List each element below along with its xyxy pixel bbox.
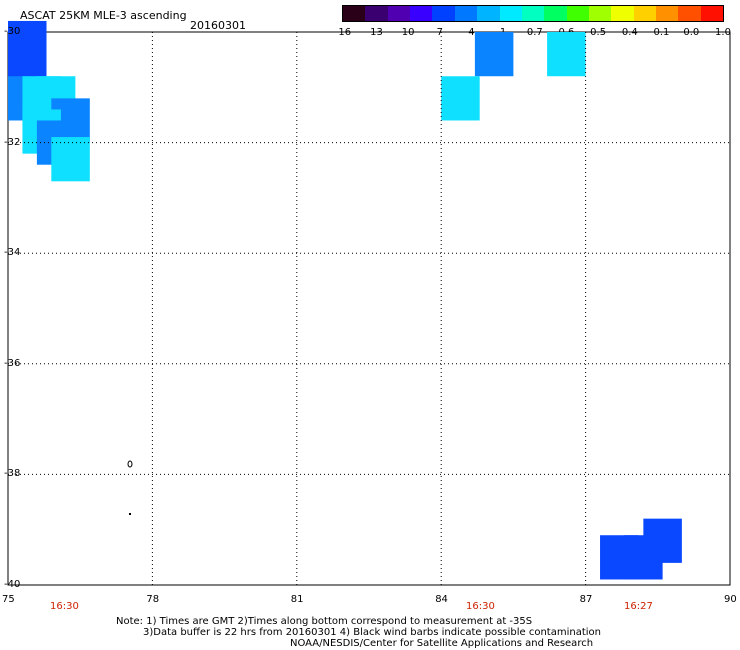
longitude-label: 87 [579,594,593,605]
chart-title: ASCAT 25KM MLE-3 ascending [20,9,187,22]
colorbar-swatch [611,6,634,21]
longitude-label: 84 [435,594,448,605]
colorbar-swatch [477,6,500,21]
data-cell [547,32,586,77]
data-cells [8,20,682,580]
colorbar-swatch [700,6,724,21]
data-cell [51,137,90,182]
data-cell [441,76,480,121]
wind-barb-marker [127,460,133,468]
chart-date: 20160301 [190,19,246,32]
longitude-label: 75 [2,594,15,605]
colorbar-swatch [387,6,411,21]
colorbar-swatch [343,6,366,21]
gridlines [8,32,730,585]
latitude-label: -40 [4,579,21,590]
latitude-label: -36 [4,357,21,369]
data-cell [474,32,514,77]
longitude-label: 81 [290,594,304,605]
latitude-label: -34 [4,247,21,259]
colorbar-swatch [410,6,433,21]
time-label-2: 16:30 [466,601,495,612]
wind-barbs [127,460,133,515]
colorbar-swatch [544,6,567,21]
note-line-1: Note: 1) Times are GMT 2)Times along bot… [116,616,533,627]
latitude-label: -38 [4,468,21,480]
colorbar-swatch [656,6,679,21]
colorbar-swatch [454,6,478,21]
colorbar-swatch [633,6,657,21]
colorbar-swatch [499,6,522,21]
time-label-1: 16:30 [50,601,79,612]
colorbar-swatch [365,6,388,21]
plot-frame [7,31,731,586]
longitude-label: 78 [146,594,160,605]
colorbar-swatch [521,6,545,21]
colorbar-swatch [432,6,455,21]
colorbar-swatch [566,6,589,21]
data-cell [643,518,682,563]
colorbar-swatch [588,6,612,21]
wind-barb-dot [129,513,131,515]
note-line-3: NOAA/NESDIS/Center for Satellite Applica… [290,638,594,649]
colorbar [342,5,724,22]
colorbar-swatch [678,6,701,21]
latitude-label: -32 [4,136,21,148]
longitude-label: 90 [724,594,737,605]
latitude-label: -30 [4,26,21,37]
time-label-3: 16:27 [624,601,653,612]
note-line-2: 3)Data buffer is 22 hrs from 20160301 4)… [143,627,601,638]
